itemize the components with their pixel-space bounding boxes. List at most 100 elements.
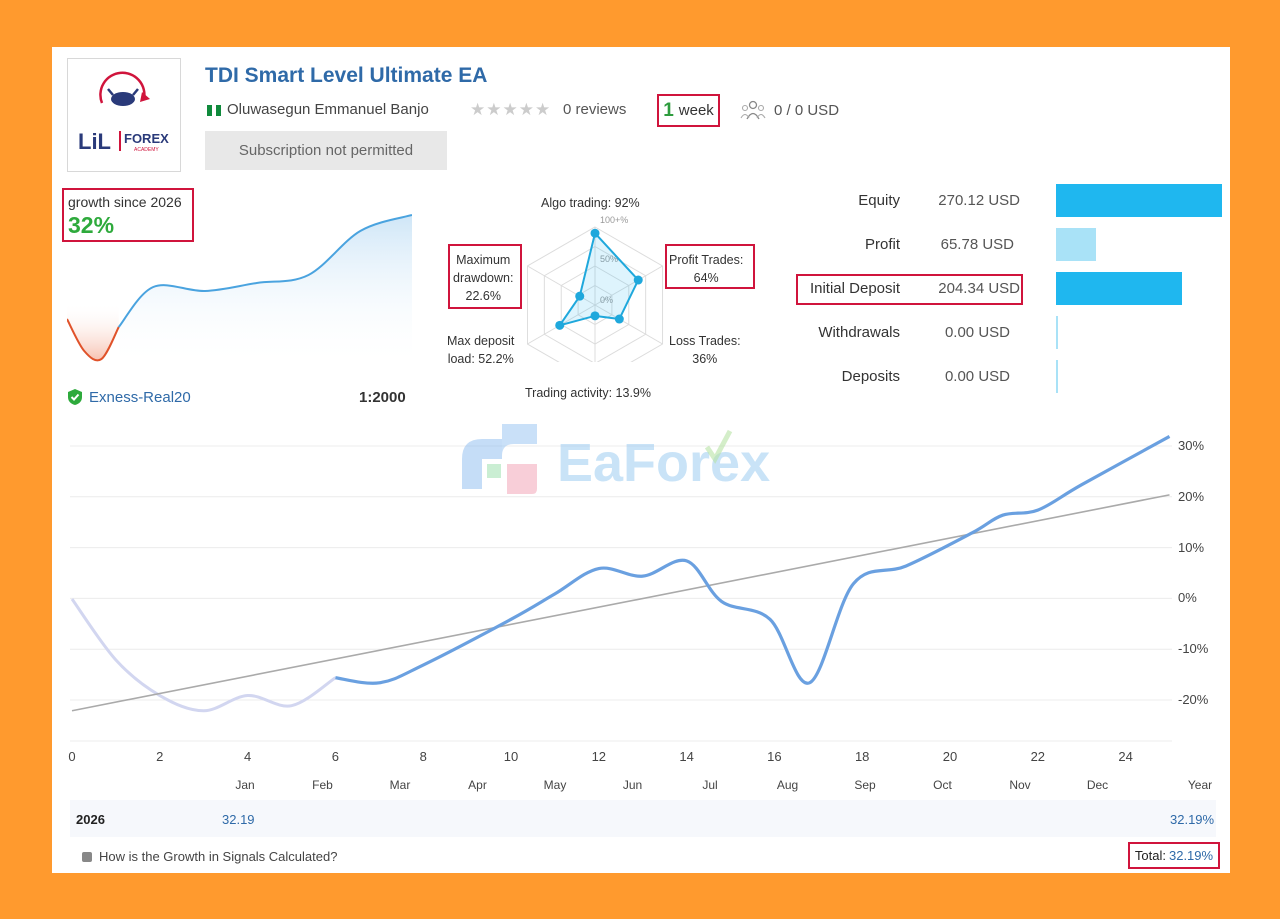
subscribers-info: 0 / 0 USD xyxy=(740,99,839,121)
profit-label: Profit xyxy=(864,236,900,253)
month-label: Jan xyxy=(235,778,255,792)
author-logo[interactable]: LiL FOREX ACADEMY xyxy=(67,58,181,172)
equity-bar xyxy=(1056,184,1222,217)
logo-main-text: LiL xyxy=(78,129,111,154)
month-label: Oct xyxy=(933,778,952,792)
y-tick-label: 30% xyxy=(1178,438,1205,453)
month-label: Aug xyxy=(776,778,799,792)
profit-value: 65.78 USD xyxy=(940,236,1014,253)
year-value: 32.19 xyxy=(222,812,255,827)
radar-algo-label: Algo trading: 92% xyxy=(541,196,640,210)
month-label: Sep xyxy=(854,778,876,792)
total-growth: Total: 32.19% xyxy=(1128,842,1220,869)
age-highlight xyxy=(657,94,720,127)
month-label: Feb xyxy=(312,778,333,792)
y-tick-label: 20% xyxy=(1178,488,1205,504)
server-name: Exness-Real20 xyxy=(89,388,191,406)
mini-growth-chart xyxy=(67,214,412,367)
equity-label: Equity xyxy=(858,192,900,209)
broker-server[interactable]: Exness-Real20 xyxy=(67,388,191,406)
radar-axis xyxy=(527,265,596,306)
growth-help-link[interactable]: How is the Growth in Signals Calculated? xyxy=(82,849,337,864)
rating-stars-icon: ★★★★★ xyxy=(470,100,552,119)
subscribers-value: 0 / 0 USD xyxy=(774,101,840,119)
x-tick-label: 8 xyxy=(419,749,427,764)
month-label: Jun xyxy=(622,778,643,792)
month-label: Dec xyxy=(1086,778,1109,792)
x-tick-label: 10 xyxy=(503,749,519,764)
shield-check-icon xyxy=(68,389,82,405)
radar-profit-value: 64% xyxy=(693,271,719,286)
growth-line-initial xyxy=(70,598,337,713)
radar-drawdown-title: Maximum xyxy=(456,253,511,267)
radar-point-algo xyxy=(590,228,600,238)
watermark: EaForex xyxy=(462,419,827,499)
total-value: 32.19% xyxy=(1168,848,1214,863)
year-row xyxy=(70,800,1216,837)
radar-activity-label: Trading activity: 13.9% xyxy=(525,386,651,400)
radar-loss-label: Loss Trades: 36% xyxy=(669,332,741,368)
signal-title[interactable]: TDI Smart Level Ultimate EA xyxy=(205,64,488,87)
author-name[interactable]: Oluwasegun Emmanuel Banjo xyxy=(227,101,429,118)
month-label: May xyxy=(543,778,567,792)
subscribe-button[interactable]: Subscription not permitted xyxy=(205,131,447,170)
mini-chart-negative-line xyxy=(67,318,120,362)
subscribers-icon xyxy=(740,100,766,120)
deposits-bar xyxy=(1056,360,1058,393)
mini-chart-negative-fill xyxy=(67,303,119,361)
help-book-icon xyxy=(82,851,92,862)
logo-forex-text: FOREX xyxy=(124,131,169,146)
radar-profit-title: Profit Trades: xyxy=(669,253,744,267)
initial-deposit-label: Initial Deposit xyxy=(809,280,900,297)
month-label: Jul xyxy=(702,778,718,792)
trend-line xyxy=(71,494,1170,712)
initial-deposit-bar xyxy=(1056,272,1183,305)
mini-chart-positive-fill xyxy=(118,215,412,367)
month-label: Mar xyxy=(389,778,411,792)
radar-scale-0: 0% xyxy=(600,295,613,305)
radar-load-label: Max deposit load: 52.2% xyxy=(447,332,514,368)
year-label: 2026 xyxy=(76,812,105,827)
logo-academy-text: ACADEMY xyxy=(134,147,159,153)
growth-highlight xyxy=(62,188,194,242)
x-tick-label: 22 xyxy=(1030,749,1046,764)
radar-axis xyxy=(594,265,663,306)
y-tick-label: -10% xyxy=(1178,641,1209,657)
x-tick-label: 0 xyxy=(68,749,76,764)
radar-chart: 100+% 50% 0% xyxy=(527,215,664,362)
deposits-label: Deposits xyxy=(841,368,900,385)
radar-load-value: load: 52.2% xyxy=(447,352,514,367)
x-tick-label: 18 xyxy=(854,749,870,764)
x-tick-label: 12 xyxy=(591,749,607,764)
age-unit: week xyxy=(678,102,714,119)
reviews-count[interactable]: 0 reviews xyxy=(563,101,627,118)
leverage: 1:2000 xyxy=(359,389,406,406)
radar-drawdown-sub: drawdown: xyxy=(453,271,514,286)
month-label: Nov xyxy=(1009,778,1031,792)
equity-value: 270.12 USD xyxy=(938,192,1020,209)
radar-point-activity xyxy=(590,311,600,321)
y-tick-label: 10% xyxy=(1178,539,1205,555)
age-number: 1 xyxy=(663,99,674,121)
signal-card: LiL FOREX ACADEMY TDI Smart Level Ultima… xyxy=(52,47,1230,873)
withdrawals-bar xyxy=(1056,316,1058,349)
drawdown-highlight xyxy=(448,244,522,309)
radar-drawdown-value: 22.6% xyxy=(465,289,501,304)
total-label: Total: xyxy=(1134,848,1166,863)
profit-bar xyxy=(1056,228,1096,261)
radar-load-title: Max deposit xyxy=(447,334,515,348)
year-total: 32.19% xyxy=(1170,812,1215,827)
x-tick-label: 6 xyxy=(331,749,339,764)
withdrawals-value: 0.00 USD xyxy=(944,324,1010,341)
mini-chart-positive-line xyxy=(117,214,412,328)
x-tick-label: 20 xyxy=(942,749,958,764)
initial-deposit-highlight xyxy=(796,274,1023,305)
y-tick-label: 0% xyxy=(1178,590,1197,606)
deposits-value: 0.00 USD xyxy=(944,368,1010,385)
radar-point-load xyxy=(555,320,565,330)
profit-trades-highlight xyxy=(665,244,755,289)
radar-point-loss xyxy=(614,314,624,324)
month-label: Apr xyxy=(468,778,487,792)
signal-age: 1 week xyxy=(657,94,720,127)
radar-loss-value: 36% xyxy=(692,352,718,367)
